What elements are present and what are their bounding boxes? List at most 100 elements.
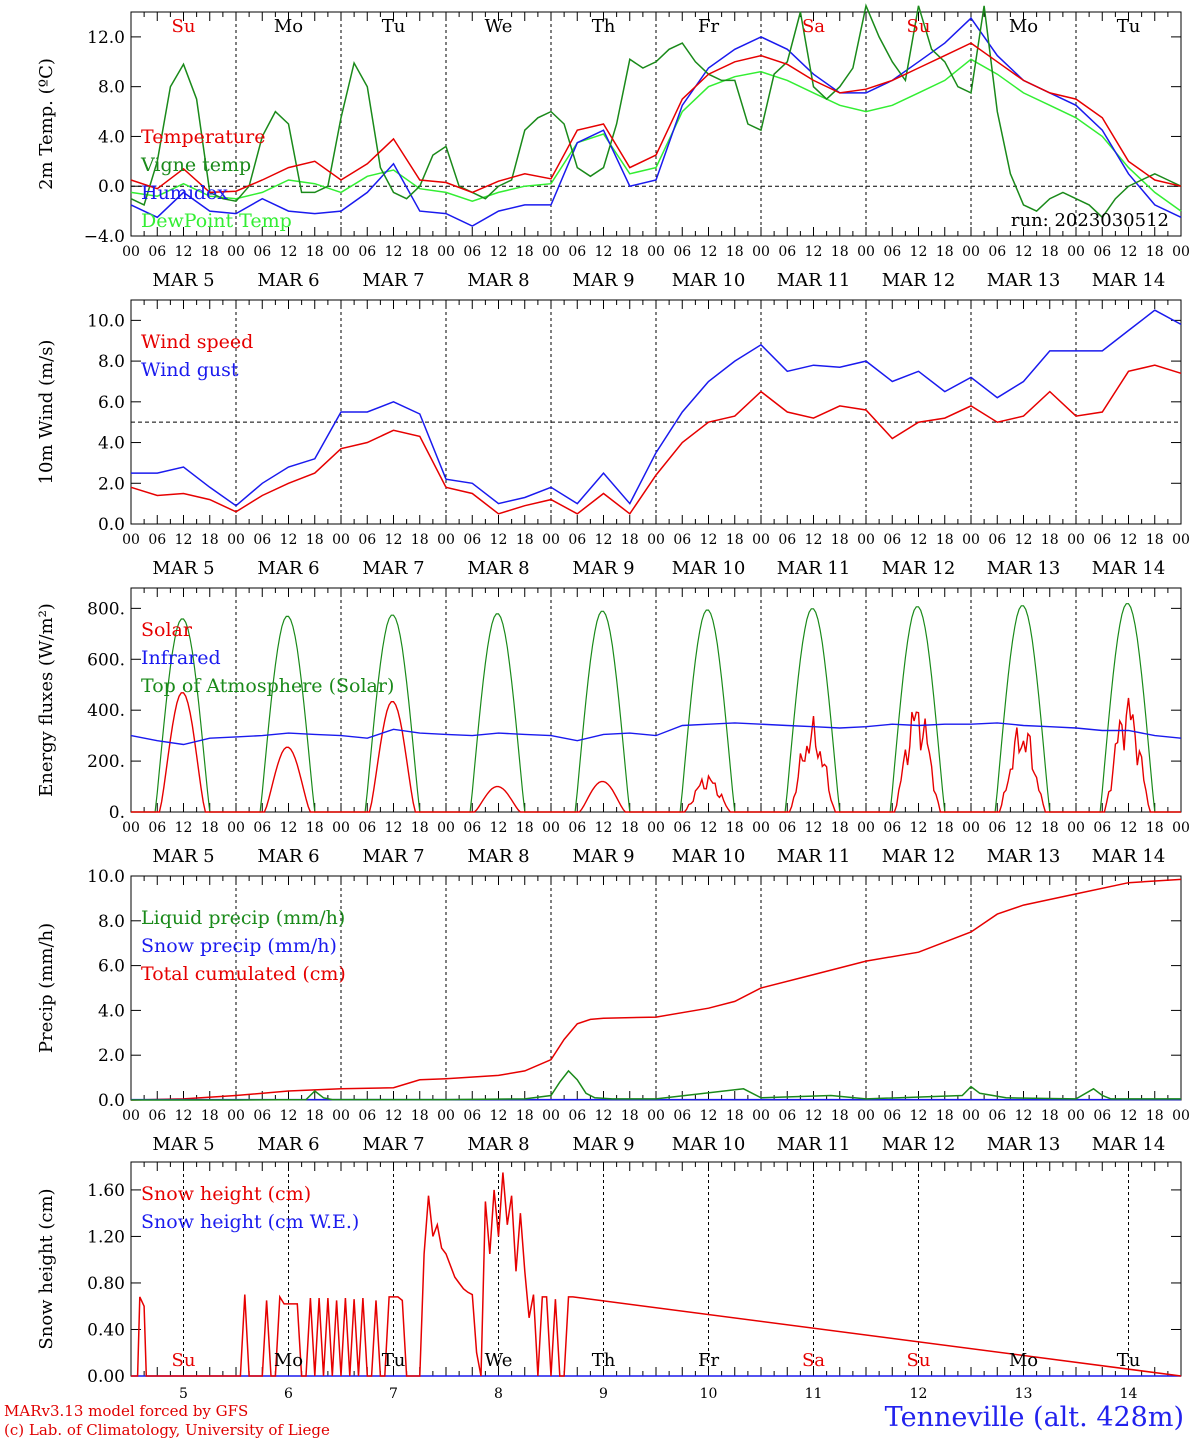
panel-1 — [130, 3, 1182, 237]
date-label: MAR 11 — [777, 558, 851, 579]
y-tick-label: 2.0 — [98, 474, 125, 494]
weekday-label: Su — [172, 1350, 196, 1371]
y-axis-label: Snow height (cm) — [36, 1188, 57, 1349]
hour-tick-label: 06 — [358, 1108, 376, 1124]
hour-tick-label: 00 — [647, 532, 665, 548]
hour-tick-label: 18 — [831, 820, 849, 836]
hour-tick-label: 18 — [1041, 820, 1059, 836]
weekday-label: Tu — [382, 1350, 406, 1371]
hour-tick-label: 00 — [857, 532, 875, 548]
hour-tick-label: 18 — [411, 820, 429, 836]
y-tick-label: 8.0 — [98, 352, 125, 372]
hour-tick-label: 18 — [306, 532, 324, 548]
hour-tick-label: 12 — [280, 1108, 298, 1124]
hour-tick-label: 00 — [752, 820, 770, 836]
hour-tick-label: 00 — [962, 1108, 980, 1124]
hour-tick-label: 12 — [1015, 532, 1033, 548]
series-line-solar — [131, 692, 1181, 813]
date-label: MAR 13 — [987, 270, 1061, 291]
hour-tick-label: 12 — [805, 532, 823, 548]
hour-tick-label: 12 — [910, 532, 928, 548]
date-label: MAR 9 — [572, 846, 634, 867]
hour-tick-label: 18 — [621, 1108, 639, 1124]
hour-tick-label: 18 — [306, 244, 324, 260]
meteogram-chart: −4.0 0.0 4.0 8.0 12.0 2m Temp. (ºC) 00 06 12 18 00… — [36, 3, 1190, 1400]
series-line-humidex — [130, 17, 1182, 227]
date-label: MAR 7 — [362, 846, 424, 867]
series-line-snow-height-cm- — [131, 1172, 1182, 1377]
hour-tick-label: 00 — [857, 1108, 875, 1124]
hour-tick-label: 12 — [805, 1108, 823, 1124]
date-label: MAR 8 — [467, 558, 529, 579]
hour-tick-label: 06 — [463, 1108, 481, 1124]
hour-tick-label: 06 — [568, 244, 586, 260]
weekday-label: Th — [592, 16, 616, 37]
date-label: MAR 9 — [572, 558, 634, 579]
hour-tick-label: 06 — [988, 1108, 1006, 1124]
series-line-temperature — [130, 42, 1182, 194]
hour-tick-label: 12 — [280, 244, 298, 260]
hour-tick-label: 12 — [1015, 1108, 1033, 1124]
hour-tick-label: 00 — [1172, 244, 1190, 260]
hour-tick-label: 18 — [621, 244, 639, 260]
hour-tick-label: 06 — [148, 532, 166, 548]
date-label: MAR 12 — [882, 270, 956, 291]
hour-tick-label: 18 — [1146, 532, 1164, 548]
date-label: MAR 5 — [152, 270, 214, 291]
hour-tick-label: 00 — [542, 244, 560, 260]
hour-tick-label: 06 — [253, 1108, 271, 1124]
y-tick-label: 6.0 — [98, 957, 125, 977]
hour-tick-label: 18 — [516, 532, 534, 548]
date-label: MAR 14 — [1092, 846, 1166, 867]
day-number-label: 12 — [910, 1386, 928, 1400]
hour-tick-label: 06 — [883, 820, 901, 836]
y-tick-label: 8.0 — [98, 912, 125, 932]
date-label: MAR 12 — [882, 846, 956, 867]
y-axis-label: 10m Wind (m/s) — [36, 340, 57, 485]
hour-tick-label: 18 — [831, 244, 849, 260]
weekday-label: Tu — [1117, 16, 1141, 37]
date-label: MAR 6 — [257, 558, 319, 579]
hour-tick-label: 18 — [516, 1108, 534, 1124]
weekday-label: Su — [907, 16, 931, 37]
y-tick-label: 800. — [87, 599, 125, 619]
hour-tick-label: 06 — [988, 244, 1006, 260]
hour-tick-label: 18 — [726, 1108, 744, 1124]
hour-tick-label: 00 — [122, 820, 140, 836]
hour-tick-label: 18 — [516, 820, 534, 836]
series-line-total-cumulated-cm- — [130, 878, 1182, 1101]
hour-tick-label: 12 — [910, 820, 928, 836]
panel-3 — [130, 587, 1182, 813]
hour-tick-label: 06 — [148, 1108, 166, 1124]
hour-tick-label: 00 — [437, 532, 455, 548]
y-tick-label: 0.00 — [87, 1367, 125, 1387]
hour-tick-label: 06 — [778, 532, 796, 548]
hour-tick-label: 00 — [857, 244, 875, 260]
hour-tick-label: 00 — [857, 820, 875, 836]
hour-tick-label: 12 — [280, 532, 298, 548]
date-label: MAR 8 — [467, 1134, 529, 1155]
y-axis-label: Energy fluxes (W/m²) — [36, 603, 57, 797]
date-label: MAR 14 — [1092, 558, 1166, 579]
date-label: MAR 10 — [672, 846, 746, 867]
y-tick-label: 8.0 — [98, 78, 125, 98]
date-label: MAR 11 — [777, 846, 851, 867]
hour-tick-label: 06 — [988, 532, 1006, 548]
hour-tick-label: 06 — [883, 244, 901, 260]
date-label: MAR 6 — [257, 270, 319, 291]
hour-tick-label: 00 — [1172, 532, 1190, 548]
hour-tick-label: 12 — [490, 820, 508, 836]
day-number-label: 6 — [284, 1386, 293, 1400]
hour-tick-label: 00 — [542, 1108, 560, 1124]
weekday-label: We — [485, 1350, 513, 1371]
y-tick-label: 600. — [87, 650, 125, 670]
hour-tick-label: 12 — [910, 244, 928, 260]
legend-entry: Solar — [141, 619, 193, 641]
hour-tick-label: 00 — [437, 1108, 455, 1124]
hour-tick-label: 18 — [1146, 1108, 1164, 1124]
day-number-label: 11 — [805, 1386, 823, 1400]
legend-entry: Total cumulated (cm) — [141, 963, 346, 985]
hour-tick-label: 06 — [673, 1108, 691, 1124]
y-tick-label: 0.40 — [87, 1320, 125, 1340]
date-label: MAR 10 — [672, 1134, 746, 1155]
